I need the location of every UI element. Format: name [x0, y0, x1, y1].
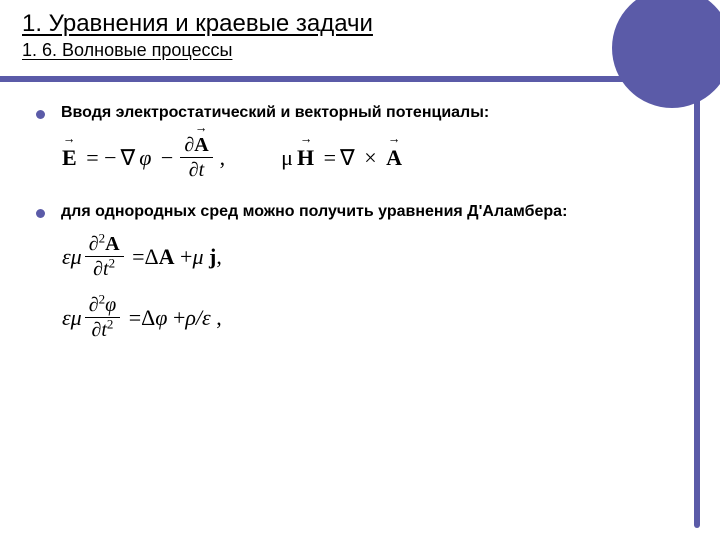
equals: =: [318, 145, 336, 171]
symbol-j: j: [209, 244, 216, 270]
equation-line: ε μ ∂2A ∂t2 = Δ A + μ j ,: [62, 233, 670, 280]
plus: +: [167, 305, 185, 331]
equals: = −: [81, 145, 117, 171]
symbol-A: A: [386, 145, 402, 171]
symbol-mu: μ: [281, 145, 293, 171]
fraction: ∂2φ ∂t2: [85, 294, 120, 341]
slide-title: 1. Уравнения и краевые задачи: [22, 10, 660, 38]
bullet-text: Вводя электростатический и векторный пот…: [61, 104, 489, 122]
equation-potentials: E = − ∇ φ − ∂A ∂t , μ H = ∇ × A: [62, 134, 670, 181]
symbol-Delta: Δ: [141, 305, 155, 331]
comma: ,: [211, 305, 222, 331]
equals: =: [123, 305, 141, 331]
bullet-text: для однородных сред можно получить уравн…: [61, 203, 567, 221]
equation-line: ε μ ∂2φ ∂t2 = Δ φ + ρ / ε ,: [62, 294, 670, 341]
slide-subtitle: 1. 6. Волновые процессы: [22, 40, 660, 61]
equation-dalembert: ε μ ∂2A ∂t2 = Δ A + μ j , ε μ ∂2φ: [62, 233, 670, 341]
symbol-mu: μ: [71, 244, 82, 270]
bullet-icon: [36, 209, 45, 218]
equals: =: [127, 244, 145, 270]
symbol-nabla: ∇: [121, 145, 136, 171]
side-accent-line: [694, 82, 700, 528]
fraction: ∂2A ∂t2: [85, 233, 124, 280]
comma: ,: [220, 145, 226, 171]
symbol-Delta: Δ: [144, 244, 158, 270]
comma: ,: [216, 244, 222, 270]
symbol-H: H: [297, 145, 314, 171]
symbol-mu: μ: [71, 305, 82, 331]
symbol-phi: φ: [155, 305, 167, 331]
fraction: ∂A ∂t: [180, 134, 212, 181]
plus: +: [175, 244, 193, 270]
bullet-item: для однородных сред можно получить уравн…: [36, 203, 670, 221]
equation-line: E = − ∇ φ − ∂A ∂t , μ H = ∇ × A: [62, 134, 670, 181]
symbol-A: A: [159, 244, 175, 270]
title-area: 1. Уравнения и краевые задачи 1. 6. Волн…: [22, 10, 660, 61]
fraction-denominator: ∂t2: [87, 318, 117, 341]
symbol-rho: ρ: [185, 305, 196, 331]
symbol-eps: ε: [202, 305, 211, 331]
symbol-eps: ε: [62, 244, 71, 270]
header-accent-band: [0, 76, 694, 82]
symbol-mu: μ: [192, 244, 203, 270]
fraction-numerator: ∂2A: [85, 233, 124, 257]
bullet-icon: [36, 110, 45, 119]
symbol-cross: ×: [359, 145, 382, 171]
fraction-denominator: ∂t2: [89, 257, 119, 280]
content-area: Вводя электростатический и векторный пот…: [36, 104, 670, 363]
fraction-numerator: ∂2φ: [85, 294, 120, 318]
fraction-denominator: ∂t: [185, 158, 208, 181]
symbol-phi: φ: [139, 145, 151, 171]
symbol-eps: ε: [62, 305, 71, 331]
symbol-E: E: [62, 145, 77, 171]
symbol-nabla: ∇: [340, 145, 355, 171]
minus: −: [155, 145, 173, 171]
fraction-numerator: ∂A: [180, 134, 212, 158]
bullet-item: Вводя электростатический и векторный пот…: [36, 104, 670, 122]
slide: 1. Уравнения и краевые задачи 1. 6. Волн…: [0, 0, 720, 540]
